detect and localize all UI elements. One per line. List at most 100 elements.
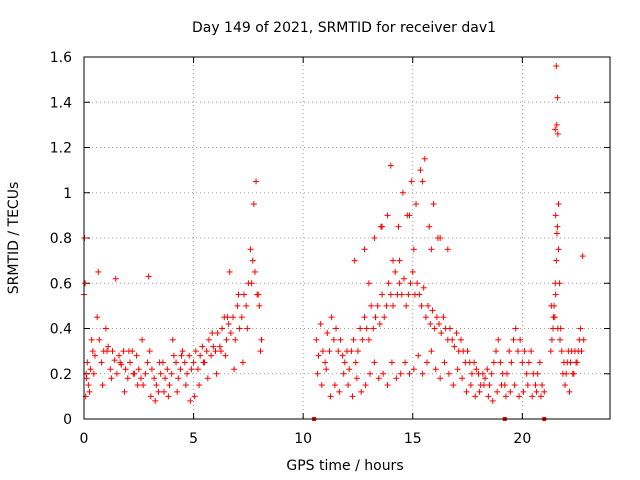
data-point: [566, 388, 573, 395]
y-tick-labels: 0 0.2 0.4 0.6 0.8 1 1.2 1.4 1.6: [50, 50, 72, 428]
x-tick-label: 20: [513, 431, 531, 447]
data-point: [517, 336, 524, 343]
data-point: [130, 370, 137, 377]
data-point: [191, 393, 198, 400]
data-point: [324, 330, 331, 337]
data-point: [547, 348, 554, 355]
data-point: [234, 302, 241, 309]
data-point: [107, 366, 114, 373]
data-point: [430, 201, 437, 208]
data-point: [419, 178, 426, 185]
data-point: [387, 291, 394, 298]
data-point: [359, 336, 366, 343]
data-point: [498, 382, 505, 389]
data-point: [450, 382, 457, 389]
data-point: [87, 366, 94, 373]
y-tick-label: 0.4: [50, 322, 72, 338]
data-point: [384, 382, 391, 389]
data-point: [479, 370, 486, 377]
data-point: [148, 366, 155, 373]
data-point: [575, 348, 582, 355]
data-point: [467, 382, 474, 389]
data-point: [379, 223, 386, 230]
data-point: [533, 388, 540, 395]
data-point: [568, 348, 575, 355]
data-point: [186, 352, 193, 359]
data-point: [117, 359, 124, 366]
data-point: [537, 393, 544, 400]
data-point: [420, 284, 427, 291]
y-tick-label: 1.6: [50, 50, 72, 66]
data-point: [397, 370, 404, 377]
data-point: [184, 370, 191, 377]
data-point: [423, 359, 430, 366]
data-point: [580, 336, 587, 343]
data-point: [82, 280, 89, 287]
data-point: [436, 320, 443, 327]
data-point: [322, 359, 329, 366]
data-point: [135, 366, 142, 373]
data-point: [555, 246, 562, 253]
data-point: [453, 330, 460, 337]
data-point: [315, 352, 322, 359]
data-point: [417, 167, 424, 174]
data-point: [313, 336, 320, 343]
data-point: [352, 359, 359, 366]
data-point: [96, 336, 103, 343]
data-point: [177, 366, 184, 373]
data-point: [318, 382, 325, 389]
y-tick-label: 0.2: [50, 367, 72, 383]
data-point: [144, 359, 151, 366]
data-point: [421, 155, 428, 162]
data-point: [152, 397, 159, 404]
data-point: [559, 370, 566, 377]
data-point: [503, 370, 510, 377]
data-point: [415, 352, 422, 359]
data-point: [440, 314, 447, 321]
data-point: [169, 336, 176, 343]
data-point: [328, 314, 335, 321]
data-point: [160, 388, 167, 395]
data-point: [84, 359, 91, 366]
data-point: [511, 382, 518, 389]
data-point: [493, 348, 500, 355]
data-point: [224, 314, 231, 321]
data-point: [553, 230, 560, 237]
data-point: [416, 291, 423, 298]
data-point: [385, 280, 392, 287]
data-point: [225, 320, 232, 327]
data-point: [532, 382, 539, 389]
data-point: [494, 388, 501, 395]
data-point: [372, 314, 379, 321]
data-point: [314, 370, 321, 377]
data-point: [557, 336, 564, 343]
data-point: [484, 366, 491, 373]
data-point: [212, 348, 219, 355]
data-point: [398, 291, 405, 298]
data-point: [102, 325, 109, 332]
y-tick-label: 0: [63, 412, 72, 428]
data-point: [579, 253, 586, 260]
data-point: [336, 388, 343, 395]
data-point: [392, 268, 399, 275]
data-point: [258, 336, 265, 343]
data-point: [196, 382, 203, 389]
data-point: [383, 302, 390, 309]
data-point: [457, 336, 464, 343]
data-point: [98, 359, 105, 366]
data-point: [428, 246, 435, 253]
data-point: [476, 388, 483, 395]
data-point: [520, 388, 527, 395]
data-point: [182, 382, 189, 389]
data-point: [409, 268, 416, 275]
data-point: [346, 366, 353, 373]
data-point: [112, 275, 119, 282]
data-point: [170, 352, 177, 359]
data-point: [361, 246, 368, 253]
data-point: [480, 382, 487, 389]
data-point: [541, 388, 548, 395]
data-point: [230, 314, 237, 321]
data-point: [471, 359, 478, 366]
data-point: [94, 314, 101, 321]
